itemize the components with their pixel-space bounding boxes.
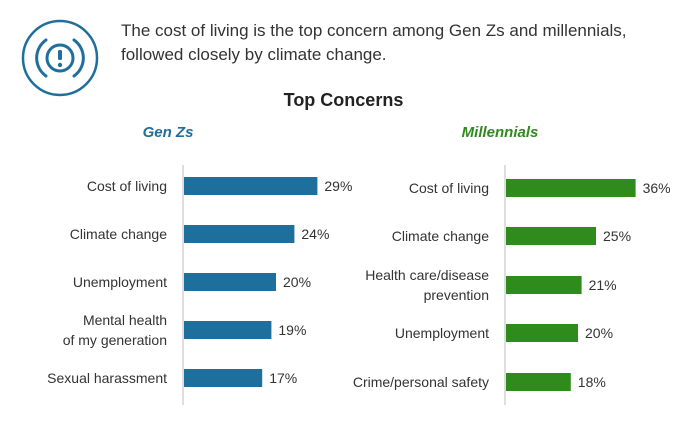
category-label-millennials-1: Climate change bbox=[392, 228, 489, 244]
value-label-millennials-1: 25% bbox=[603, 228, 631, 244]
category-label-genz-4: Sexual harassment bbox=[47, 370, 167, 386]
bar-millennials-0 bbox=[506, 179, 636, 197]
bar-genz-2 bbox=[184, 273, 276, 291]
value-label-millennials-3: 20% bbox=[585, 325, 613, 341]
value-label-millennials-0: 36% bbox=[643, 180, 671, 196]
value-label-genz-0: 29% bbox=[324, 178, 352, 194]
value-label-genz-3: 19% bbox=[278, 322, 306, 338]
category-label-genz-3: Mental health of my generation bbox=[63, 312, 167, 348]
alert-exclamation-icon bbox=[21, 19, 99, 97]
panel-title-millennials: Millennials bbox=[461, 124, 539, 141]
category-label-genz-2: Unemployment bbox=[73, 274, 167, 290]
panel-title-gen-z: Gen Zs bbox=[142, 124, 194, 141]
value-label-genz-2: 20% bbox=[283, 274, 311, 290]
bar-millennials-2 bbox=[506, 276, 582, 294]
bar-genz-0 bbox=[184, 177, 318, 195]
category-label-millennials-3: Unemployment bbox=[395, 325, 489, 341]
category-label-genz-1: Climate change bbox=[70, 226, 167, 242]
bar-genz-1 bbox=[184, 225, 295, 243]
category-label-millennials-2: Health care/disease prevention bbox=[365, 267, 489, 303]
value-label-millennials-4: 18% bbox=[578, 374, 606, 390]
headline: The cost of living is the top concern am… bbox=[121, 21, 627, 64]
bar-millennials-4 bbox=[506, 373, 571, 391]
category-label-millennials-4: Crime/personal safety bbox=[353, 374, 489, 390]
category-label-millennials-0: Cost of living bbox=[409, 180, 489, 196]
category-label-genz-0: Cost of living bbox=[87, 178, 167, 194]
bar-genz-4 bbox=[184, 369, 263, 387]
bar-millennials-1 bbox=[506, 227, 596, 245]
value-label-genz-4: 17% bbox=[269, 370, 297, 386]
chart-title: Top Concerns bbox=[283, 90, 404, 110]
value-label-millennials-2: 21% bbox=[589, 277, 617, 293]
bar-millennials-3 bbox=[506, 324, 578, 342]
bar-genz-3 bbox=[184, 321, 272, 339]
value-label-genz-1: 24% bbox=[301, 226, 329, 242]
